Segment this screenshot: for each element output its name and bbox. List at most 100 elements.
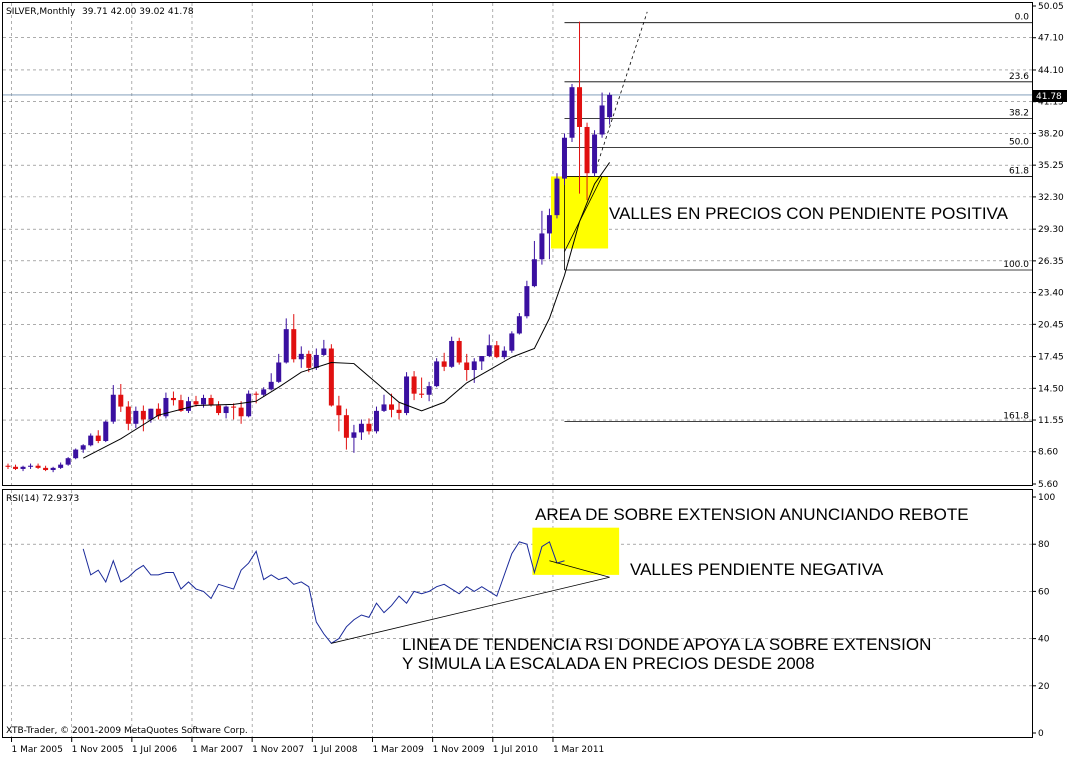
rsi-tick-label: 80 — [1038, 540, 1050, 550]
candle-body — [208, 397, 214, 406]
candle-body — [404, 376, 410, 414]
candle-body — [464, 362, 470, 371]
rsi-label: RSI(14) 72.9373 — [6, 494, 79, 504]
candle-body — [291, 329, 297, 360]
candle-body — [441, 361, 447, 367]
candle-body — [110, 394, 116, 422]
candle-body — [58, 464, 64, 468]
candle-body — [253, 393, 259, 395]
price-tick-label: 20.45 — [1038, 320, 1064, 330]
candle-body — [103, 421, 109, 441]
price-panel-frame — [2, 2, 1033, 486]
price-tick-label: 14.50 — [1038, 384, 1064, 394]
price-axis-ticks: 50.05 47.10 44.10 41.15 38.20 35.25 32.30 29.30… — [1032, 2, 1064, 490]
candle-body — [118, 394, 124, 407]
price-tick-label: 47.10 — [1038, 34, 1064, 44]
rsi-annotation-valleys: VALLES PENDIENTE NEGATIVA — [630, 560, 884, 579]
candle-body — [306, 353, 312, 368]
candle-body — [185, 401, 191, 411]
rsi-axis-ticks: 100 80 60 40 20 0 — [1032, 493, 1055, 739]
candle-body — [133, 410, 139, 424]
candle-body — [80, 445, 86, 450]
candle-body — [366, 423, 372, 432]
time-tick-label: 1 Mar 2009 — [372, 745, 424, 755]
candle-body — [261, 389, 267, 395]
rsi-highlight-box — [532, 527, 620, 575]
price-tick-label: 50.05 — [1038, 2, 1064, 12]
candle-body — [73, 449, 79, 459]
candle-body — [148, 408, 154, 420]
candle-body — [20, 466, 26, 469]
candle-body — [95, 435, 101, 441]
moving-average-line — [82, 162, 611, 459]
candle-body — [577, 87, 583, 127]
time-tick-label: 1 Jul 2006 — [132, 745, 177, 755]
time-tick-label: 1 Nov 2007 — [252, 745, 304, 755]
candle-body — [554, 178, 560, 216]
candle-body — [321, 348, 327, 355]
fib-level-label: 50.0 — [1009, 137, 1029, 147]
candle-body — [328, 348, 334, 406]
candle-body — [584, 126, 590, 174]
price-grid — [3, 3, 1032, 485]
candle-body — [509, 333, 515, 351]
candle-body — [411, 376, 417, 394]
candle-body — [396, 409, 402, 414]
candle-body — [201, 397, 207, 405]
fibonacci-levels: 0.0 23.6 38.2 50.0 61.8 100.0 161.8 — [564, 11, 1032, 423]
price-tick-label: 8.60 — [1038, 448, 1058, 458]
rsi-grid — [3, 490, 1032, 737]
rsi-series — [82, 541, 610, 644]
candle-body — [246, 393, 252, 417]
candle-body — [28, 465, 34, 467]
candle-body — [5, 465, 11, 467]
candle-body — [471, 361, 477, 371]
candle-body — [486, 345, 492, 357]
time-tick-label: 1 Mar 2005 — [12, 745, 63, 755]
candle-body — [65, 458, 71, 465]
candle-body — [193, 401, 199, 405]
price-annotation: VALLES EN PRECIOS CON PENDIENTE POSITIVA — [609, 204, 1009, 223]
time-tick-label: 1 Mar 2007 — [192, 745, 243, 755]
candle-body — [216, 405, 222, 414]
candle-body — [426, 386, 432, 395]
candle-body — [373, 410, 379, 432]
fib-level-label: 100.0 — [1003, 260, 1029, 270]
candle-body — [607, 94, 613, 118]
candle-body — [381, 404, 387, 411]
price-tick-label: 38.20 — [1038, 129, 1064, 139]
price-tick-label: 29.30 — [1038, 225, 1064, 235]
candle-body — [479, 356, 485, 362]
candle-body — [561, 137, 567, 179]
candle-body — [43, 467, 49, 471]
current-price-marker — [1033, 90, 1067, 102]
fib-level-label: 0.0 — [1015, 13, 1030, 23]
candle-body — [140, 410, 146, 420]
candle-body — [170, 397, 176, 401]
ohlc-values: 39.71 42.00 39.02 41.78 — [82, 7, 194, 17]
time-tick-label: 1 Jul 2010 — [493, 745, 538, 755]
candle-body — [35, 465, 41, 468]
rsi-annotation-trendline-1: LINEA DE TENDENCIA RSI DONDE APOYA LA SO… — [402, 635, 931, 654]
candle-body — [125, 406, 131, 424]
rsi-tick-label: 40 — [1038, 635, 1050, 645]
candle-body — [231, 406, 237, 408]
candle-body — [223, 406, 229, 414]
candle-body — [494, 345, 500, 358]
candle-body — [524, 286, 530, 317]
price-tick-label: 41.15 — [1038, 98, 1064, 108]
candle-body — [358, 423, 364, 433]
fib-projection-line — [594, 11, 648, 174]
time-tick-label: 1 Nov 2005 — [72, 745, 124, 755]
candle-body — [88, 435, 94, 446]
rsi-tick-label: 100 — [1038, 493, 1055, 503]
price-tick-label: 35.25 — [1038, 161, 1064, 171]
candle-body — [592, 134, 598, 174]
candle-body — [178, 400, 184, 411]
fib-level-label: 161.8 — [1003, 412, 1029, 422]
fib-level-label: 23.6 — [1009, 72, 1029, 82]
candle-body — [343, 415, 349, 438]
price-tick-label: 32.30 — [1038, 193, 1064, 203]
candle-body — [298, 353, 304, 360]
